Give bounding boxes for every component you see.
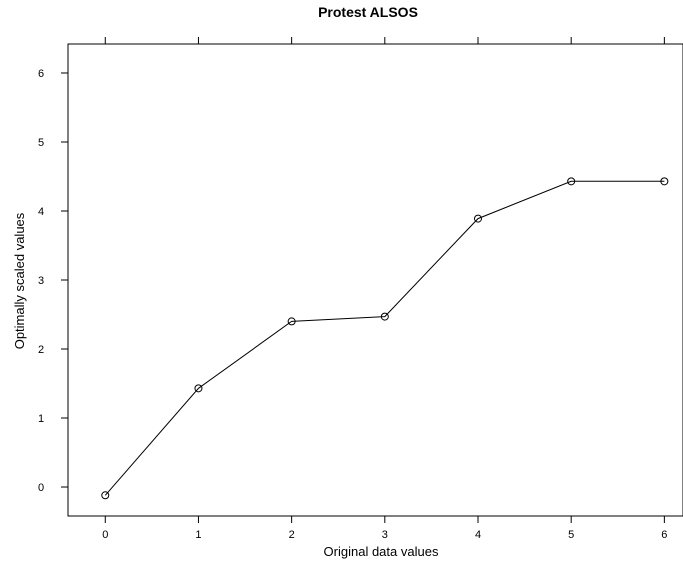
y-tick-label: 1 <box>38 413 44 425</box>
chart-title: Protest ALSOS <box>318 4 418 20</box>
data-point <box>101 491 110 500</box>
x-tick-label: 0 <box>102 529 108 541</box>
y-tick-label: 2 <box>38 344 44 356</box>
data-point <box>660 177 669 186</box>
y-axis-label: Optimally scaled values <box>12 212 27 349</box>
x-tick-label: 1 <box>195 529 201 541</box>
series-line <box>104 180 665 496</box>
y-tick-label: 6 <box>38 68 44 80</box>
data-point <box>474 214 482 223</box>
data-point <box>287 317 296 326</box>
x-axis-label: Original data values <box>324 544 439 559</box>
x-axis: 0 1 2 3 4 5 6 <box>102 516 667 541</box>
y-tick-label: 5 <box>38 137 44 149</box>
x-tick-label: 4 <box>475 529 481 541</box>
data-point <box>567 177 576 186</box>
y-tick-label: 0 <box>38 482 44 494</box>
y-tick-label: 3 <box>38 275 44 287</box>
x-tick-label: 2 <box>289 529 295 541</box>
x-tick-label: 3 <box>382 529 388 541</box>
y-axis: 0 1 2 3 4 5 6 <box>38 68 68 494</box>
x-tick-label: 6 <box>661 529 667 541</box>
plot-frame <box>67 43 683 517</box>
data-point <box>194 384 203 393</box>
data-point <box>380 312 389 321</box>
series <box>101 177 669 500</box>
top-axis <box>104 37 665 44</box>
x-tick-label: 5 <box>568 529 574 541</box>
y-tick-label: 4 <box>38 206 44 218</box>
